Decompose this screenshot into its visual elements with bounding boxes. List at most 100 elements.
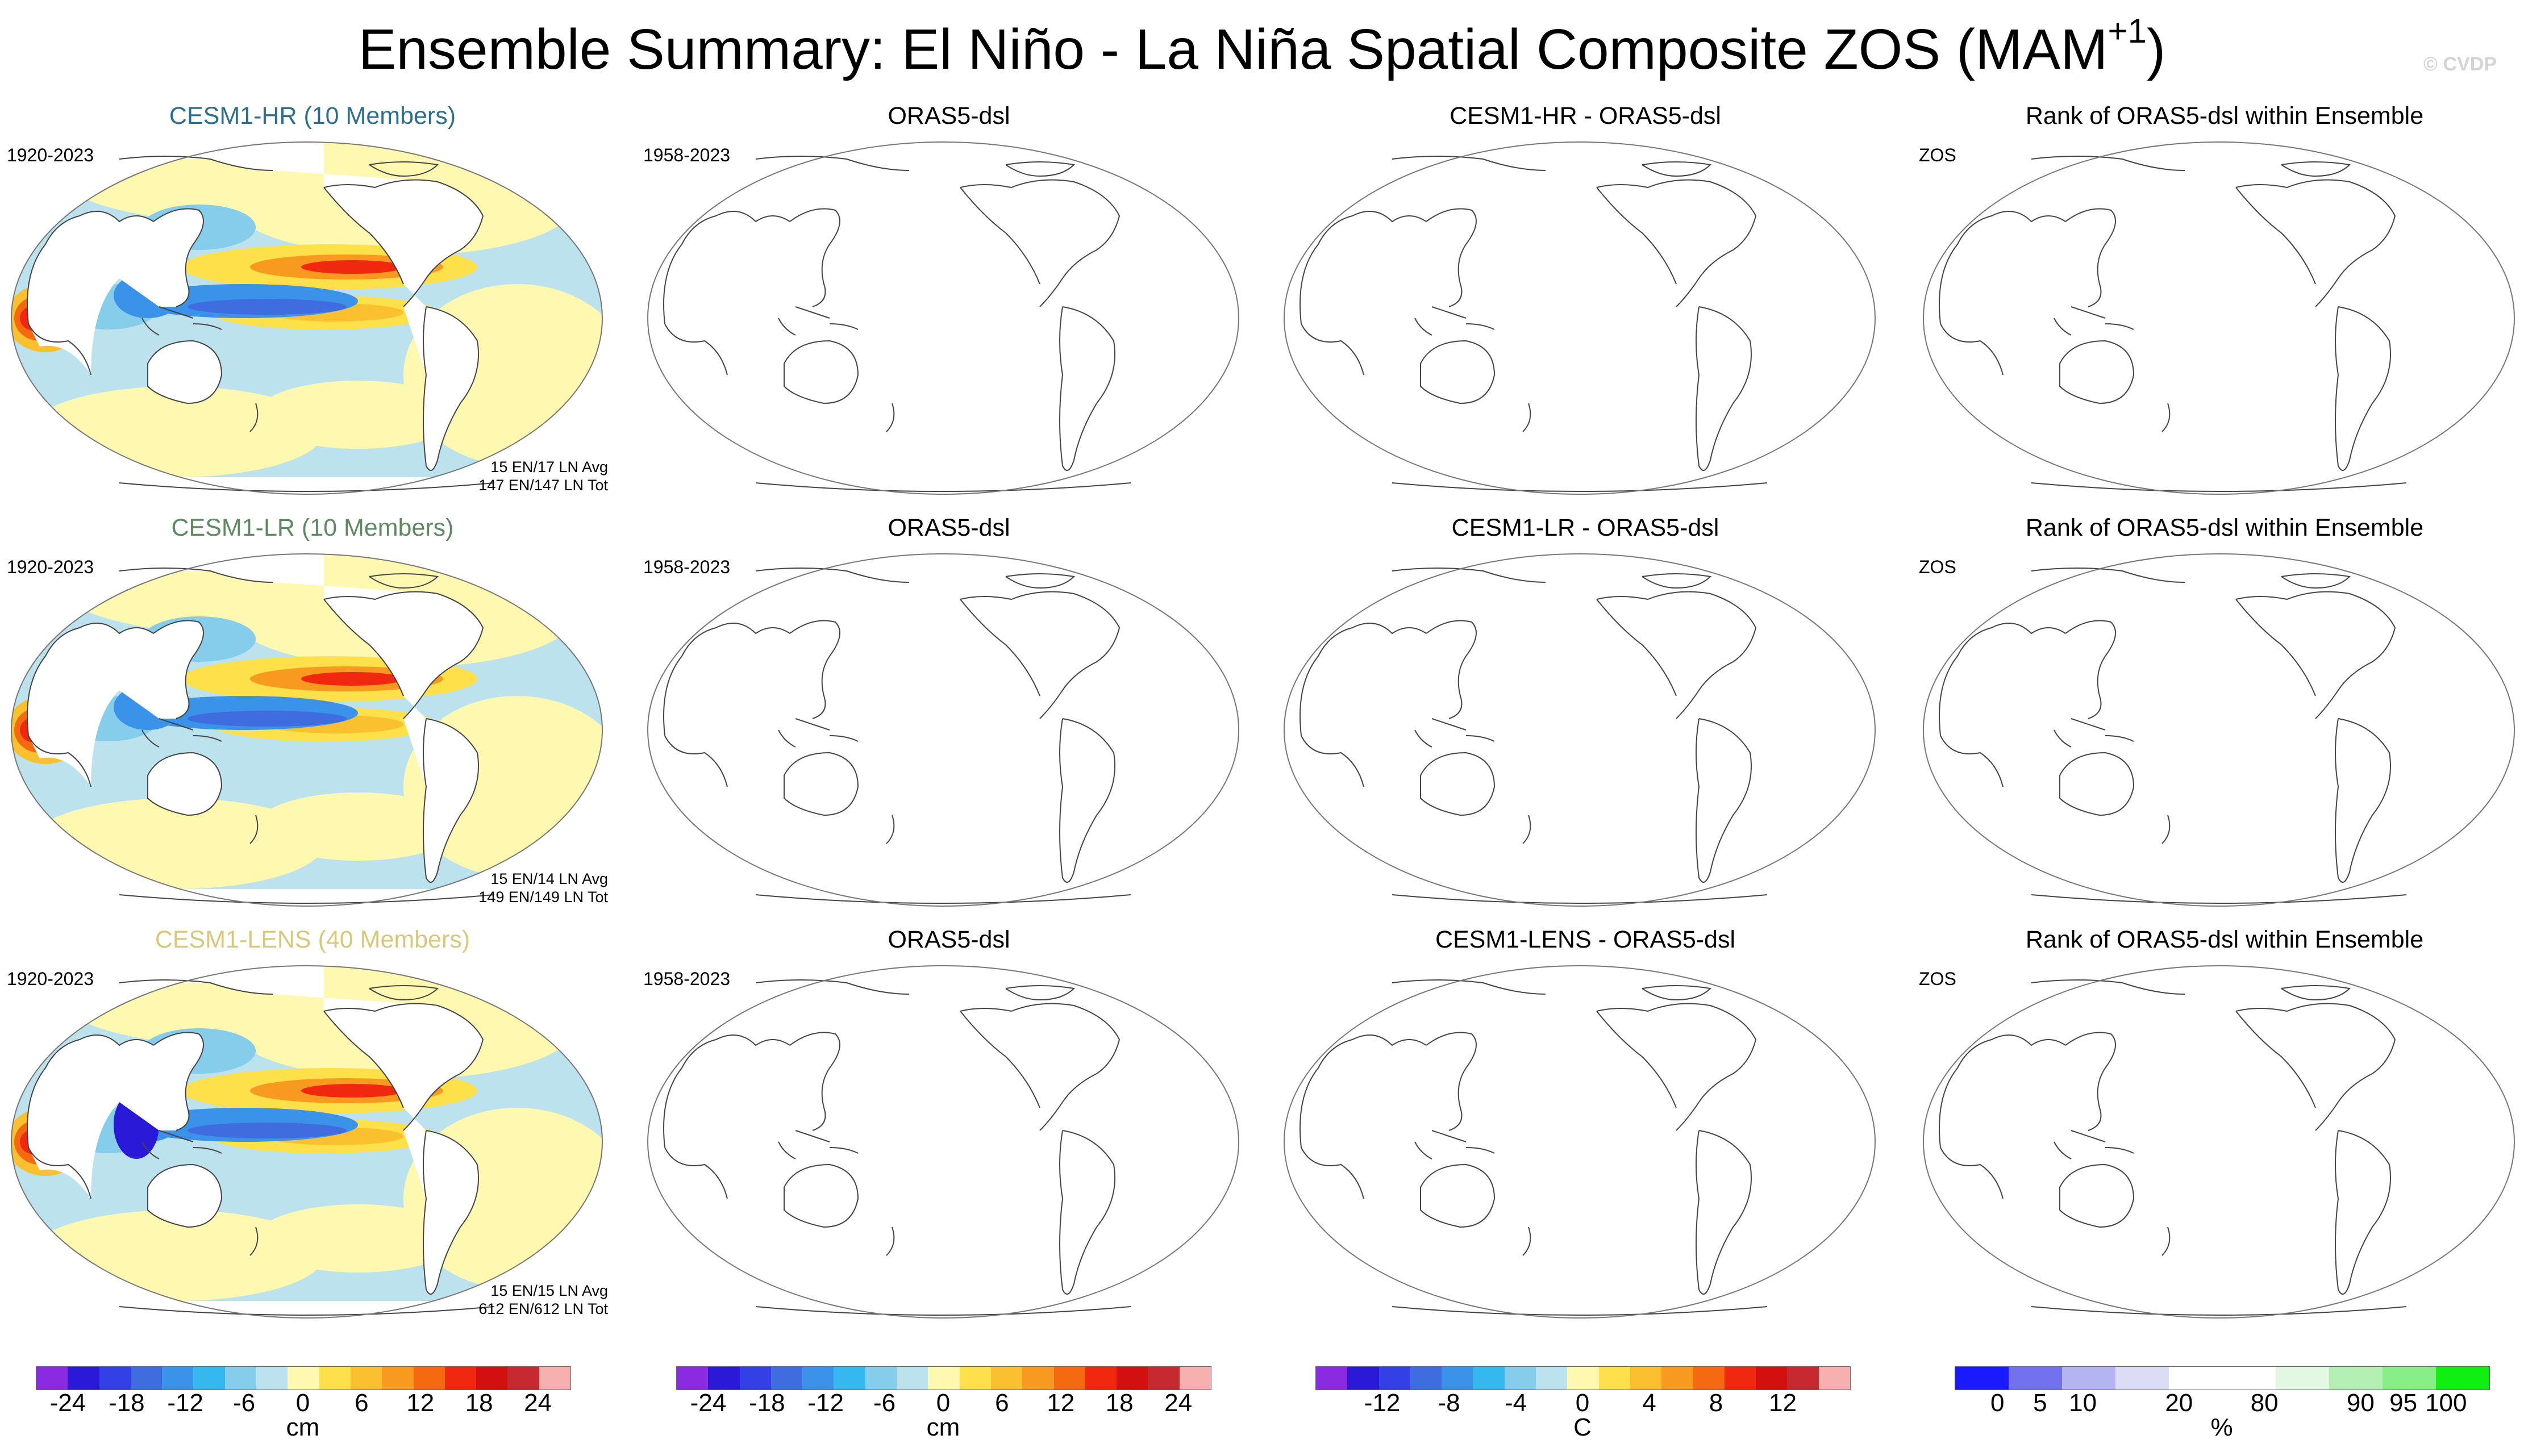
model-panel-3: CESM1-LENS (40 Members) 1920-2023 15 EN/15…: [0, 926, 625, 1335]
stats-avg: 15 EN/14 LN Avg: [490, 870, 608, 887]
colorbar-swatch: [1473, 1367, 1505, 1390]
event-stats: 15 EN/17 LN Avg 147 EN/147 LN Tot: [478, 458, 608, 494]
colorbar-tick-label: 0: [936, 1389, 951, 1417]
stats-total: 149 EN/149 LN Tot: [478, 888, 608, 906]
colorbar-swatch: [1724, 1367, 1756, 1390]
diff-panel-3: CESM1-LENS - ORAS5-dsl: [1273, 926, 1898, 1335]
colorbar-swatch: [130, 1367, 163, 1390]
colorbar-tick-label: -6: [873, 1389, 896, 1417]
stats-avg: 15 EN/15 LN Avg: [490, 1282, 608, 1299]
colorbar-swatch: [1442, 1367, 1473, 1390]
colorbar-swatch: [1316, 1367, 1348, 1390]
diff-panel-1: CESM1-HR - ORAS5-dsl: [1273, 102, 1898, 511]
colorbar-tick-label: 8: [1709, 1389, 1723, 1417]
colorbar-unit-model: cm: [286, 1413, 320, 1441]
colorbar-swatch: [2062, 1367, 2115, 1390]
composite-map: [11, 141, 603, 495]
empty-map: [1284, 965, 1876, 1319]
colorbar-tick-label: 100: [2425, 1389, 2467, 1417]
panel-title: Rank of ORAS5-dsl within Ensemble: [2025, 102, 2424, 130]
colorbar-labels-diff: -12 -8 -4 0 4 8 12: [1315, 1389, 1850, 1423]
colorbar-swatch: [162, 1367, 194, 1390]
colorbar-swatch: [413, 1367, 445, 1390]
colorbar-tick-label: -12: [1364, 1389, 1401, 1417]
colorbar-swatch: [1661, 1367, 1693, 1390]
colorbar-tick-label: 12: [406, 1389, 435, 1417]
colorbar-tick-label: 90: [2346, 1389, 2375, 1417]
colorbar-swatch: [770, 1367, 803, 1390]
panel-years-label: 1920-2023: [7, 969, 94, 989]
colorbar-tick-label: 20: [2165, 1389, 2193, 1417]
panel-title: ORAS5-dsl: [888, 102, 1010, 130]
panel-title: CESM1-HR (10 Members): [169, 102, 456, 130]
panel-title: CESM1-HR - ORAS5-dsl: [1450, 102, 1721, 130]
colorbar-swatch: [1085, 1367, 1117, 1390]
colorbar-swatch: [834, 1367, 865, 1390]
composite-map: [11, 965, 603, 1319]
colorbar-swatch: [1567, 1367, 1599, 1390]
panel-title: CESM1-LR (10 Members): [171, 514, 454, 541]
empty-map: [1923, 553, 2515, 907]
colorbar-swatch: [476, 1367, 508, 1390]
colorbar-swatch: [1022, 1367, 1054, 1390]
title-end: ): [2146, 18, 2166, 81]
colorbar-swatch: [99, 1367, 131, 1390]
colorbar-swatch: [897, 1367, 928, 1390]
panel-years-label: ZOS: [1919, 145, 1956, 165]
colorbar-swatch: [68, 1367, 99, 1390]
rank-panel-2: Rank of ORAS5-dsl within Ensemble ZOS: [1912, 514, 2524, 923]
colorbar-tick-label: -12: [167, 1389, 203, 1417]
colorbar-obs: [676, 1366, 1211, 1390]
colorbar-swatch: [1756, 1367, 1788, 1390]
colorbar-tick-label: 0: [1575, 1389, 1590, 1417]
title-superscript: +1: [2108, 12, 2147, 50]
colorbar-labels-rank: 0 5 10 20 80 90 95 100: [1955, 1389, 2489, 1423]
empty-map: [1923, 965, 2515, 1319]
colorbar-tick-label: 24: [524, 1389, 552, 1417]
colorbar-swatch: [288, 1367, 319, 1390]
colorbar-swatch: [1787, 1367, 1819, 1390]
colorbar-tick-label: -18: [109, 1389, 145, 1417]
colorbar-tick-label: -24: [690, 1389, 727, 1417]
panel-years-label: 1958-2023: [643, 969, 731, 989]
empty-map: [647, 553, 1239, 907]
colorbar-swatch: [1955, 1367, 2009, 1390]
colorbar-swatch: [677, 1367, 709, 1390]
colorbar-swatch: [1347, 1367, 1379, 1390]
colorbar-swatch: [1117, 1367, 1148, 1390]
empty-map: [647, 965, 1239, 1319]
colorbar-tick-label: 0: [295, 1389, 310, 1417]
rank-panel-3: Rank of ORAS5-dsl within Ensemble ZOS: [1912, 926, 2524, 1335]
stats-avg: 15 EN/17 LN Avg: [490, 458, 608, 475]
colorbar-swatch: [2009, 1367, 2062, 1390]
panel-years-label: 1920-2023: [7, 145, 94, 165]
colorbar-swatch: [2276, 1367, 2329, 1390]
colorbar-swatch: [2222, 1367, 2276, 1390]
stats-total: 612 EN/612 LN Tot: [478, 1300, 608, 1317]
colorbar-swatch: [1179, 1367, 1211, 1390]
colorbar-tick-label: 18: [1105, 1389, 1134, 1417]
credit-watermark: © CVDP: [2423, 53, 2497, 75]
model-panel-1: CESM1-HR (10 Members) 1920-2023 15 EN/17 L…: [0, 102, 625, 511]
colorbar-swatch: [2383, 1367, 2436, 1390]
composite-map: [11, 553, 603, 907]
colorbar-swatch: [928, 1367, 960, 1390]
panel-years-label: ZOS: [1919, 557, 1956, 577]
colorbar-tick-label: -4: [1504, 1389, 1527, 1417]
colorbar-swatch: [2436, 1367, 2489, 1390]
colorbar-swatch: [2329, 1367, 2383, 1390]
colorbar-tick-label: 12: [1769, 1389, 1797, 1417]
panel-years-label: ZOS: [1919, 969, 1956, 989]
panel-title: CESM1-LENS - ORAS5-dsl: [1435, 926, 1736, 953]
colorbar-swatch: [382, 1367, 414, 1390]
colorbar-swatch: [1536, 1367, 1568, 1390]
colorbar-swatch: [1053, 1367, 1085, 1390]
panel-title: CESM1-LR - ORAS5-dsl: [1451, 514, 1719, 541]
title-main: Ensemble Summary: El Niño - La Niña Spat…: [358, 18, 2108, 81]
colorbar-swatch: [959, 1367, 991, 1390]
empty-map: [1923, 141, 2515, 495]
colorbar-tick-label: 24: [1164, 1389, 1193, 1417]
colorbar-swatch: [1598, 1367, 1630, 1390]
figure-title: Ensemble Summary: El Niño - La Niña Spat…: [0, 12, 2524, 82]
obs-panel-2: ORAS5-dsl 1958-2023: [636, 514, 1261, 923]
